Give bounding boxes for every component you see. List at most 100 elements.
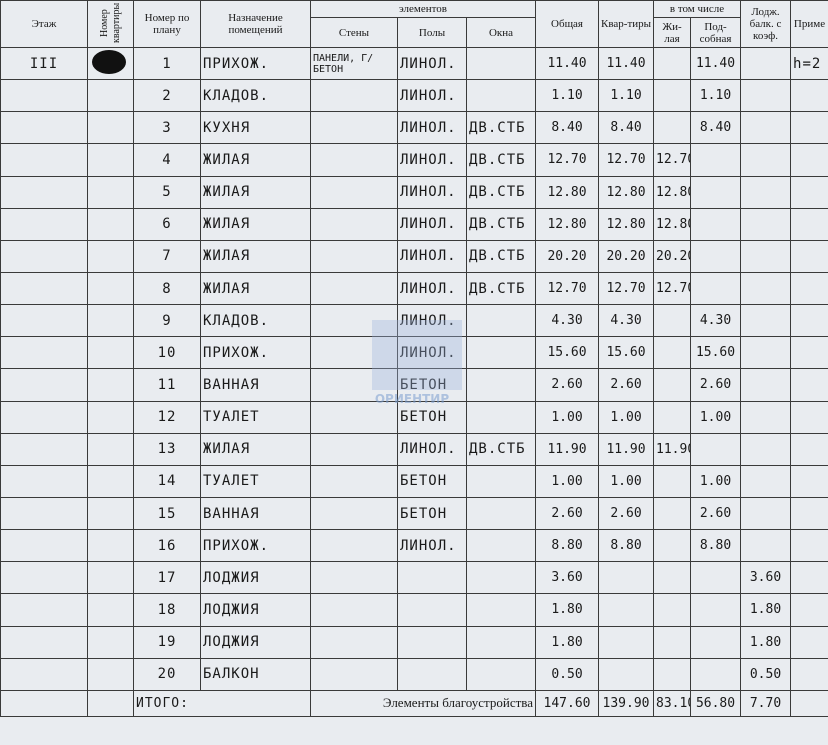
table-cell: 2.60	[599, 369, 654, 401]
table-cell	[467, 465, 536, 497]
table-cell	[311, 658, 398, 690]
table-cell	[691, 433, 741, 465]
table-cell: 1.10	[536, 80, 599, 112]
table-cell	[88, 208, 134, 240]
table-cell	[691, 176, 741, 208]
table-cell	[88, 240, 134, 272]
total-value: 83.10	[654, 690, 691, 716]
table-cell: 12.80	[654, 176, 691, 208]
table-cell: 15	[134, 497, 201, 529]
table-cell: 3.60	[536, 562, 599, 594]
table-cell	[398, 626, 467, 658]
table-cell: 1.80	[741, 594, 791, 626]
table-cell	[654, 305, 691, 337]
table-cell	[467, 48, 536, 80]
header-cell: Квар-тиры	[599, 1, 654, 48]
watermark: ОРИЕНТИР	[352, 392, 472, 406]
table-cell	[311, 465, 398, 497]
table-cell	[88, 530, 134, 562]
table-cell: 8.40	[599, 112, 654, 144]
table-cell: 20.20	[536, 240, 599, 272]
table-cell: 11	[134, 369, 201, 401]
table-cell: 13	[134, 433, 201, 465]
table-cell	[88, 305, 134, 337]
table-cell	[467, 80, 536, 112]
table-cell: 12.80	[599, 176, 654, 208]
table-cell	[467, 562, 536, 594]
table-cell	[691, 562, 741, 594]
table-cell	[1, 658, 88, 690]
table-cell	[88, 80, 134, 112]
table-cell: 4.30	[536, 305, 599, 337]
table-cell	[691, 626, 741, 658]
table-cell: 1.80	[536, 626, 599, 658]
table-cell	[791, 208, 828, 240]
table-cell: 3.60	[741, 562, 791, 594]
table-cell	[311, 433, 398, 465]
table-cell	[88, 690, 134, 716]
table-cell	[1, 80, 88, 112]
table-cell	[791, 530, 828, 562]
header-cell: Назначение помещений	[201, 1, 311, 48]
table-cell: III	[1, 48, 88, 80]
table-cell: 11.90	[599, 433, 654, 465]
table-cell	[741, 176, 791, 208]
total-value: 139.90	[599, 690, 654, 716]
table-cell: 1	[134, 48, 201, 80]
table-cell: 10	[134, 337, 201, 369]
table-cell	[691, 208, 741, 240]
table-cell: ПРИХОЖ.	[201, 48, 311, 80]
table-cell	[791, 305, 828, 337]
table-cell	[791, 594, 828, 626]
table-cell: БЕТОН	[398, 465, 467, 497]
table-cell: 8.40	[691, 112, 741, 144]
table-cell: ЛИНОЛ.	[398, 272, 467, 304]
redaction	[92, 50, 126, 74]
table-cell: ЛИНОЛ.	[398, 112, 467, 144]
table-cell	[654, 337, 691, 369]
table-cell	[791, 562, 828, 594]
table-cell: 11.90	[536, 433, 599, 465]
table-cell	[1, 594, 88, 626]
table-cell: ПАНЕЛИ, Г/БЕТОН	[311, 48, 398, 80]
header-cell: Номер квартиры	[88, 1, 134, 48]
table-cell	[654, 80, 691, 112]
table-cell: 20.20	[599, 240, 654, 272]
table-cell	[791, 112, 828, 144]
table-cell: ДВ.СТБ	[467, 112, 536, 144]
table-cell	[741, 112, 791, 144]
table-cell: ДВ.СТБ	[467, 144, 536, 176]
header-cell: Общая	[536, 1, 599, 48]
table-cell: ЛИНОЛ.	[398, 144, 467, 176]
table-cell: ВАННАЯ	[201, 369, 311, 401]
table-cell	[398, 594, 467, 626]
table-cell: 8.80	[536, 530, 599, 562]
table-cell	[467, 337, 536, 369]
table-cell: 1.10	[599, 80, 654, 112]
header-row: Этаж Номер квартиры Номер по плану Назна…	[1, 1, 828, 18]
table-cell: 12.70	[536, 144, 599, 176]
table-cell	[311, 497, 398, 529]
table-cell: 11.90	[654, 433, 691, 465]
header-cell: Жи-лая	[654, 18, 691, 48]
header-cell: Этаж	[1, 1, 88, 48]
table-cell	[791, 465, 828, 497]
table-cell	[654, 530, 691, 562]
table-cell	[1, 112, 88, 144]
table-cell: 9	[134, 305, 201, 337]
table-cell	[88, 176, 134, 208]
table-cell: 2.60	[536, 497, 599, 529]
table-cell	[741, 433, 791, 465]
table-cell	[654, 626, 691, 658]
table-cell: ВАННАЯ	[201, 497, 311, 529]
table-cell	[791, 690, 828, 716]
table-cell: 12.70	[599, 144, 654, 176]
table-cell: 1.00	[536, 465, 599, 497]
table-cell: ЛИНОЛ.	[398, 530, 467, 562]
